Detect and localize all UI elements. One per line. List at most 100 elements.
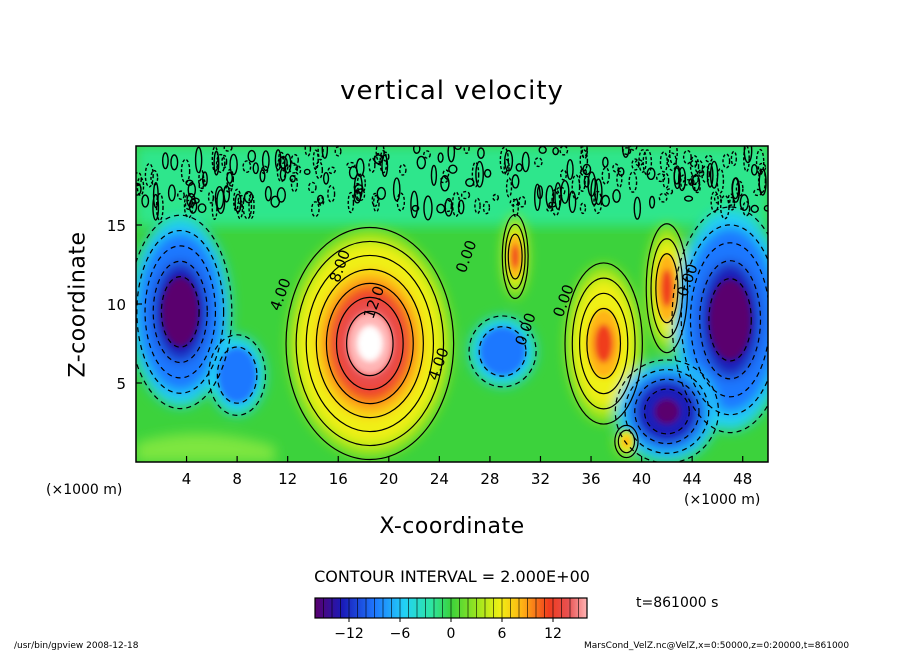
contour-line bbox=[356, 188, 366, 201]
field-region bbox=[136, 433, 276, 462]
contour-line bbox=[638, 149, 647, 173]
contour-line bbox=[578, 169, 586, 193]
x-axis-label: X-coordinate bbox=[379, 514, 525, 539]
contour-line bbox=[697, 169, 705, 178]
contour-line bbox=[507, 233, 523, 280]
contour-line bbox=[136, 171, 142, 187]
contour-line bbox=[190, 197, 200, 204]
colorbar-tick-label: 6 bbox=[498, 626, 507, 642]
contour-line bbox=[270, 195, 281, 208]
contour-line bbox=[216, 346, 258, 404]
contour-line bbox=[185, 179, 194, 186]
contour-line bbox=[688, 178, 695, 186]
contour-line bbox=[704, 154, 713, 163]
contour-line bbox=[750, 164, 758, 176]
colorbar-tick-label: −6 bbox=[390, 626, 411, 642]
contour-line bbox=[499, 146, 509, 175]
x-tick-label: 48 bbox=[733, 470, 752, 488]
contour-line bbox=[689, 242, 768, 398]
contour-line bbox=[198, 169, 205, 192]
field-region bbox=[226, 359, 249, 391]
contour-line bbox=[727, 193, 735, 207]
contour-line bbox=[197, 203, 207, 214]
contour-line bbox=[617, 167, 625, 177]
contour-line bbox=[579, 202, 587, 215]
contour-line bbox=[214, 185, 225, 210]
field-region bbox=[718, 296, 742, 343]
contour-line bbox=[304, 146, 312, 157]
contour-line bbox=[634, 159, 644, 167]
contour-line bbox=[356, 173, 366, 195]
x-tick-label: 40 bbox=[632, 470, 651, 488]
contour-line bbox=[475, 160, 484, 188]
contour-line bbox=[381, 154, 389, 178]
contour-line bbox=[728, 196, 736, 211]
contour-line bbox=[348, 165, 359, 180]
contour-line bbox=[136, 182, 142, 196]
contour-line bbox=[593, 190, 603, 214]
contour-line bbox=[321, 146, 329, 159]
y-tick-label: 5 bbox=[116, 375, 126, 393]
contour-line bbox=[614, 424, 639, 459]
contour-line bbox=[673, 167, 681, 185]
x-tick-label: 44 bbox=[683, 470, 702, 488]
contour-line bbox=[614, 359, 720, 462]
contour-line bbox=[305, 254, 435, 433]
contour-line bbox=[177, 190, 185, 200]
contour-line bbox=[579, 168, 587, 176]
x-tick-label: 24 bbox=[430, 470, 449, 488]
colorbar-tick-label: −12 bbox=[334, 626, 364, 642]
contour-line bbox=[242, 192, 253, 220]
contour-line bbox=[612, 163, 620, 173]
contour-line bbox=[261, 150, 270, 172]
contour-line bbox=[753, 188, 763, 197]
contour-line bbox=[642, 149, 653, 176]
contour-line bbox=[581, 146, 588, 160]
contour-line bbox=[243, 190, 254, 204]
contour-line bbox=[504, 149, 514, 172]
contour-line bbox=[322, 171, 330, 185]
field-region bbox=[654, 399, 680, 424]
contour-line bbox=[503, 158, 510, 176]
contour-line bbox=[152, 193, 160, 221]
contour-line bbox=[566, 158, 574, 181]
contour-line bbox=[701, 165, 711, 183]
time-label: t=861000 s bbox=[636, 595, 719, 611]
contour-line bbox=[274, 149, 282, 171]
contour-line bbox=[552, 146, 560, 156]
contour-line bbox=[194, 146, 203, 174]
contour-line bbox=[583, 175, 590, 188]
contour-line bbox=[264, 185, 272, 202]
contour-line bbox=[167, 184, 176, 202]
footer-program: /usr/bin/gpview 2008-12-18 bbox=[14, 641, 139, 651]
contour-line bbox=[763, 204, 768, 212]
contour-line bbox=[347, 191, 355, 214]
contour-line bbox=[155, 193, 164, 221]
contour-line bbox=[617, 429, 636, 454]
contour-line bbox=[289, 174, 296, 183]
contour-line bbox=[285, 226, 455, 461]
contour-line bbox=[505, 177, 513, 198]
contour-line bbox=[373, 152, 383, 166]
contour-line bbox=[559, 146, 569, 156]
contour-line bbox=[207, 190, 215, 204]
contour-line bbox=[211, 196, 218, 221]
contour-line bbox=[346, 161, 356, 169]
contour-line bbox=[602, 156, 609, 168]
contour-line bbox=[634, 378, 700, 445]
contour-line bbox=[483, 168, 492, 178]
contour-line bbox=[423, 150, 431, 159]
contour-line bbox=[236, 199, 244, 220]
contour-line bbox=[757, 162, 767, 173]
contour-line bbox=[571, 277, 636, 410]
contour-line bbox=[160, 275, 200, 348]
x-tick-label: 12 bbox=[278, 470, 297, 488]
contour-line bbox=[730, 150, 738, 167]
contour-line bbox=[376, 186, 387, 200]
colorbar-tick-label: 0 bbox=[447, 626, 456, 642]
y-tick-label: 15 bbox=[107, 217, 126, 235]
contour-line bbox=[232, 188, 242, 213]
contour-line bbox=[315, 268, 424, 419]
contour-line bbox=[186, 193, 196, 208]
contour-line bbox=[680, 174, 686, 190]
